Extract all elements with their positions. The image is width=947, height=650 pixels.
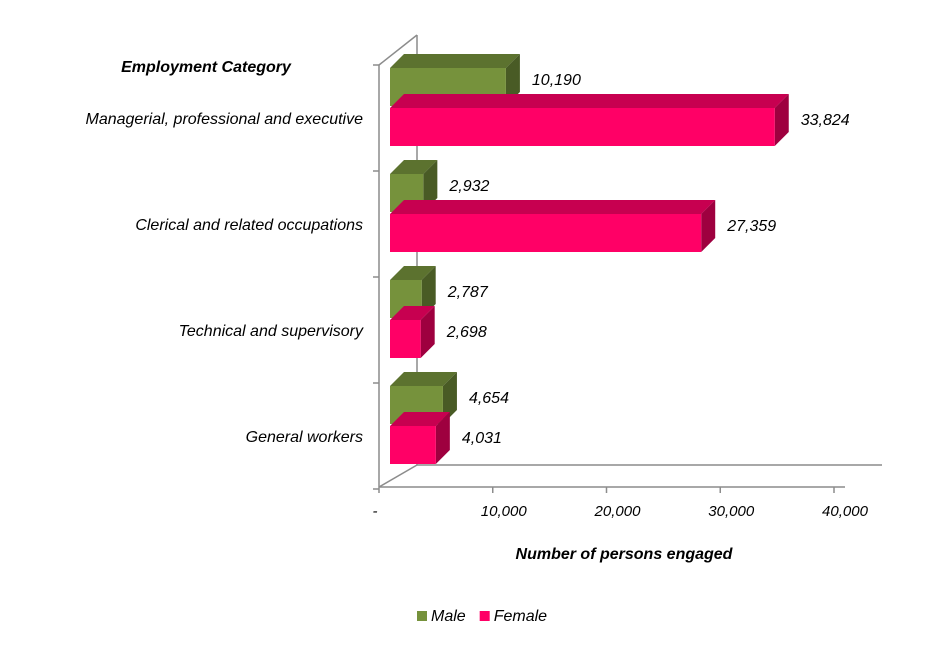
- bar-front-face: [390, 320, 421, 358]
- bar-side-face: [420, 306, 435, 358]
- legend-label: Female: [494, 608, 547, 625]
- bar-top-face: [390, 306, 435, 320]
- category-labels: Managerial, professional and executive Cl…: [86, 111, 364, 446]
- bar-side-face: [421, 266, 436, 318]
- bar-female: [390, 306, 435, 358]
- x-tick-label: 20,000: [594, 503, 642, 520]
- x-tick-label: -: [373, 503, 378, 520]
- x-tick-label: 40,000: [822, 503, 869, 520]
- bars-group: [390, 54, 789, 464]
- x-tick-label: 10,000: [481, 503, 528, 520]
- bar-front-face: [390, 214, 702, 252]
- bar-front-face: [390, 426, 436, 464]
- data-label: 10,190: [532, 72, 581, 89]
- category-axis-title: Employment Category: [121, 59, 292, 76]
- data-label: 33,824: [801, 112, 850, 129]
- bar-front-face: [390, 108, 775, 146]
- bar-female: [390, 200, 716, 252]
- category-label: General workers: [246, 429, 363, 446]
- bar-side-face: [442, 372, 457, 424]
- bar-female: [390, 412, 450, 464]
- data-label: 2,698: [446, 324, 487, 341]
- data-label: 4,654: [469, 390, 509, 407]
- back-wall-top-edge: [378, 34, 418, 66]
- bar-side-face: [505, 54, 520, 106]
- x-axis-title: Number of persons engaged: [516, 546, 734, 563]
- bar-side-face: [435, 412, 450, 464]
- category-label: Technical and supervisory: [179, 323, 364, 340]
- data-label: 2,932: [448, 178, 489, 195]
- bar-side-face: [701, 200, 716, 252]
- bar-top-face: [390, 266, 436, 280]
- legend-swatch-female: [479, 611, 490, 621]
- bar-top-face: [390, 54, 520, 68]
- bar-top-face: [390, 94, 789, 108]
- value-labels: 10,190 33,824 2,932 27,359 2,787 2,698 4,654 4,…: [446, 72, 850, 447]
- bar-side-face: [774, 94, 789, 146]
- data-label: 2,787: [447, 284, 489, 301]
- category-label: Managerial, professional and executive: [86, 111, 364, 128]
- data-label: 27,359: [726, 218, 776, 235]
- legend-label: Male: [431, 608, 466, 625]
- bar-top-face: [390, 200, 716, 214]
- bar-side-face: [423, 160, 438, 212]
- data-label: 4,031: [462, 430, 502, 447]
- floor-left-edge: [378, 464, 418, 488]
- legend: Male Female: [417, 608, 547, 625]
- bar-top-face: [390, 372, 457, 386]
- bar-female: [390, 94, 789, 146]
- x-tick-label: 30,000: [708, 503, 755, 520]
- bar-top-face: [390, 160, 438, 174]
- bar-top-face: [390, 412, 450, 426]
- legend-swatch-male: [417, 611, 427, 621]
- category-label: Clerical and related occupations: [135, 217, 363, 234]
- x-axis-ticks: - 10,000 20,000 30,000 40,000: [373, 487, 869, 520]
